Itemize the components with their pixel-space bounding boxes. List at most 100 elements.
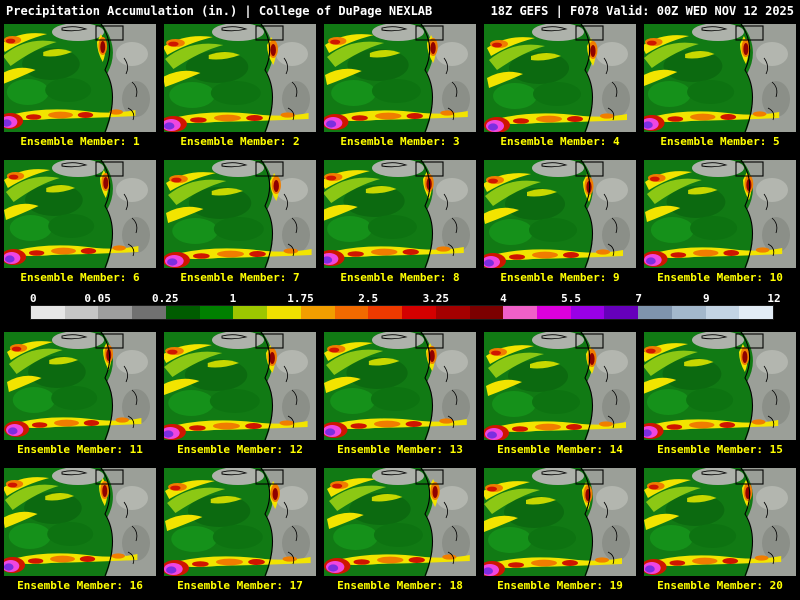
colorbar-segment bbox=[671, 306, 706, 319]
coastline-overlay bbox=[61, 24, 138, 132]
ensemble-member-label: Ensemble Member: 14 bbox=[497, 443, 623, 456]
coastline-overlay bbox=[701, 24, 778, 132]
coastline-overlay bbox=[541, 160, 618, 268]
precip-map-graphic bbox=[164, 468, 316, 576]
precip-map-thumbnail[interactable] bbox=[324, 468, 476, 576]
ensemble-panel: Ensemble Member: 18 bbox=[324, 468, 476, 592]
ensemble-member-label: Ensemble Member: 16 bbox=[17, 579, 143, 592]
ensemble-panel: Ensemble Member: 17 bbox=[164, 468, 316, 592]
precip-field bbox=[164, 332, 316, 440]
precip-field bbox=[4, 468, 156, 576]
ensemble-panel: Ensemble Member: 1 bbox=[4, 24, 156, 148]
colorbar-segment bbox=[300, 306, 335, 319]
coastline-overlay bbox=[221, 24, 298, 132]
colorbar-segment bbox=[739, 306, 774, 319]
precip-map-graphic bbox=[324, 24, 476, 132]
ensemble-panel: Ensemble Member: 4 bbox=[484, 24, 636, 148]
precip-map-thumbnail[interactable] bbox=[484, 160, 636, 268]
ensemble-panel: Ensemble Member: 10 bbox=[644, 160, 796, 284]
product-title: Precipitation Accumulation (in.) | Colle… bbox=[6, 4, 433, 18]
coastline-overlay bbox=[541, 332, 618, 440]
colorbar-tick-labels: 0 0.05 0.25 1 1.75 2.5 3.25 4 5.5 7 9 12 bbox=[30, 292, 781, 305]
precip-map-thumbnail[interactable] bbox=[644, 160, 796, 268]
ensemble-panel: Ensemble Member: 8 bbox=[324, 160, 476, 284]
precip-field bbox=[164, 24, 316, 132]
colorbar-tick: 1 bbox=[229, 292, 237, 305]
ensemble-rows-top: Ensemble Member: 1 bbox=[0, 24, 800, 284]
ensemble-member-label: Ensemble Member: 15 bbox=[657, 443, 783, 456]
coastline-overlay bbox=[221, 332, 298, 440]
precip-field bbox=[324, 332, 476, 440]
ensemble-row: Ensemble Member: 6 bbox=[0, 160, 800, 284]
colorbar-tick: 3.25 bbox=[422, 292, 450, 305]
ensemble-panel: Ensemble Member: 13 bbox=[324, 332, 476, 456]
precip-map-thumbnail[interactable] bbox=[324, 24, 476, 132]
precip-field bbox=[484, 332, 636, 440]
precip-map-thumbnail[interactable] bbox=[644, 468, 796, 576]
precip-map-graphic bbox=[644, 160, 796, 268]
colorbar-segment bbox=[31, 306, 65, 319]
ensemble-member-label: Ensemble Member: 3 bbox=[340, 135, 460, 148]
precip-field bbox=[4, 160, 156, 268]
precip-map-thumbnail[interactable] bbox=[4, 332, 156, 440]
precip-map-thumbnail[interactable] bbox=[644, 332, 796, 440]
ensemble-member-label: Ensemble Member: 7 bbox=[180, 271, 300, 284]
coastline-overlay bbox=[61, 332, 138, 440]
precip-map-thumbnail[interactable] bbox=[164, 24, 316, 132]
precip-map-thumbnail[interactable] bbox=[324, 160, 476, 268]
colorbar-segment bbox=[199, 306, 234, 319]
precip-map-thumbnail[interactable] bbox=[644, 24, 796, 132]
ensemble-panel: Ensemble Member: 7 bbox=[164, 160, 316, 284]
precip-map-thumbnail[interactable] bbox=[4, 160, 156, 268]
precip-map-graphic bbox=[164, 24, 316, 132]
coastline-overlay bbox=[381, 468, 458, 576]
ensemble-panel: Ensemble Member: 9 bbox=[484, 160, 636, 284]
precip-map-graphic bbox=[484, 24, 636, 132]
colorbar-segment bbox=[570, 306, 605, 319]
ensemble-member-label: Ensemble Member: 10 bbox=[657, 271, 783, 284]
precip-map-thumbnail[interactable] bbox=[484, 468, 636, 576]
precip-field bbox=[644, 24, 796, 132]
precip-map-thumbnail[interactable] bbox=[324, 332, 476, 440]
ensemble-panel: Ensemble Member: 16 bbox=[4, 468, 156, 592]
colorbar-segment bbox=[98, 306, 133, 319]
ensemble-member-label: Ensemble Member: 6 bbox=[20, 271, 140, 284]
ensemble-member-label: Ensemble Member: 18 bbox=[337, 579, 463, 592]
ensemble-member-label: Ensemble Member: 12 bbox=[177, 443, 303, 456]
coastline-overlay bbox=[541, 24, 618, 132]
precip-map-graphic bbox=[484, 160, 636, 268]
colorbar-tick: 0 bbox=[30, 292, 37, 305]
ensemble-panel: Ensemble Member: 12 bbox=[164, 332, 316, 456]
coastline-overlay bbox=[381, 332, 458, 440]
coastline-overlay bbox=[61, 160, 138, 268]
precip-field bbox=[324, 24, 476, 132]
colorbar-segment bbox=[604, 306, 639, 319]
colorbar-tick: 12 bbox=[767, 292, 781, 305]
precip-map-graphic bbox=[324, 468, 476, 576]
precip-map-thumbnail[interactable] bbox=[164, 160, 316, 268]
ensemble-panel: Ensemble Member: 19 bbox=[484, 468, 636, 592]
precip-map-graphic bbox=[644, 24, 796, 132]
precip-map-graphic bbox=[4, 468, 156, 576]
colorbar-segment bbox=[132, 306, 166, 319]
colorbar-tick: 4 bbox=[500, 292, 507, 305]
colorbar-segment bbox=[402, 306, 436, 319]
precip-map-thumbnail[interactable] bbox=[484, 332, 636, 440]
ensemble-panel: Ensemble Member: 2 bbox=[164, 24, 316, 148]
colorbar-segment bbox=[165, 306, 200, 319]
precip-map-graphic bbox=[4, 24, 156, 132]
precip-field bbox=[484, 24, 636, 132]
colorbar-segment bbox=[503, 306, 538, 319]
precip-field bbox=[4, 332, 156, 440]
precip-map-thumbnail[interactable] bbox=[164, 332, 316, 440]
colorbar-segment bbox=[638, 306, 672, 319]
precip-map-thumbnail[interactable] bbox=[484, 24, 636, 132]
ensemble-row: Ensemble Member: 1 bbox=[0, 24, 800, 148]
precip-map-thumbnail[interactable] bbox=[4, 24, 156, 132]
colorbar-tick: 2.5 bbox=[358, 292, 379, 305]
precip-field bbox=[644, 468, 796, 576]
precip-map-thumbnail[interactable] bbox=[4, 468, 156, 576]
ensemble-member-label: Ensemble Member: 20 bbox=[657, 579, 783, 592]
precip-map-thumbnail[interactable] bbox=[164, 468, 316, 576]
